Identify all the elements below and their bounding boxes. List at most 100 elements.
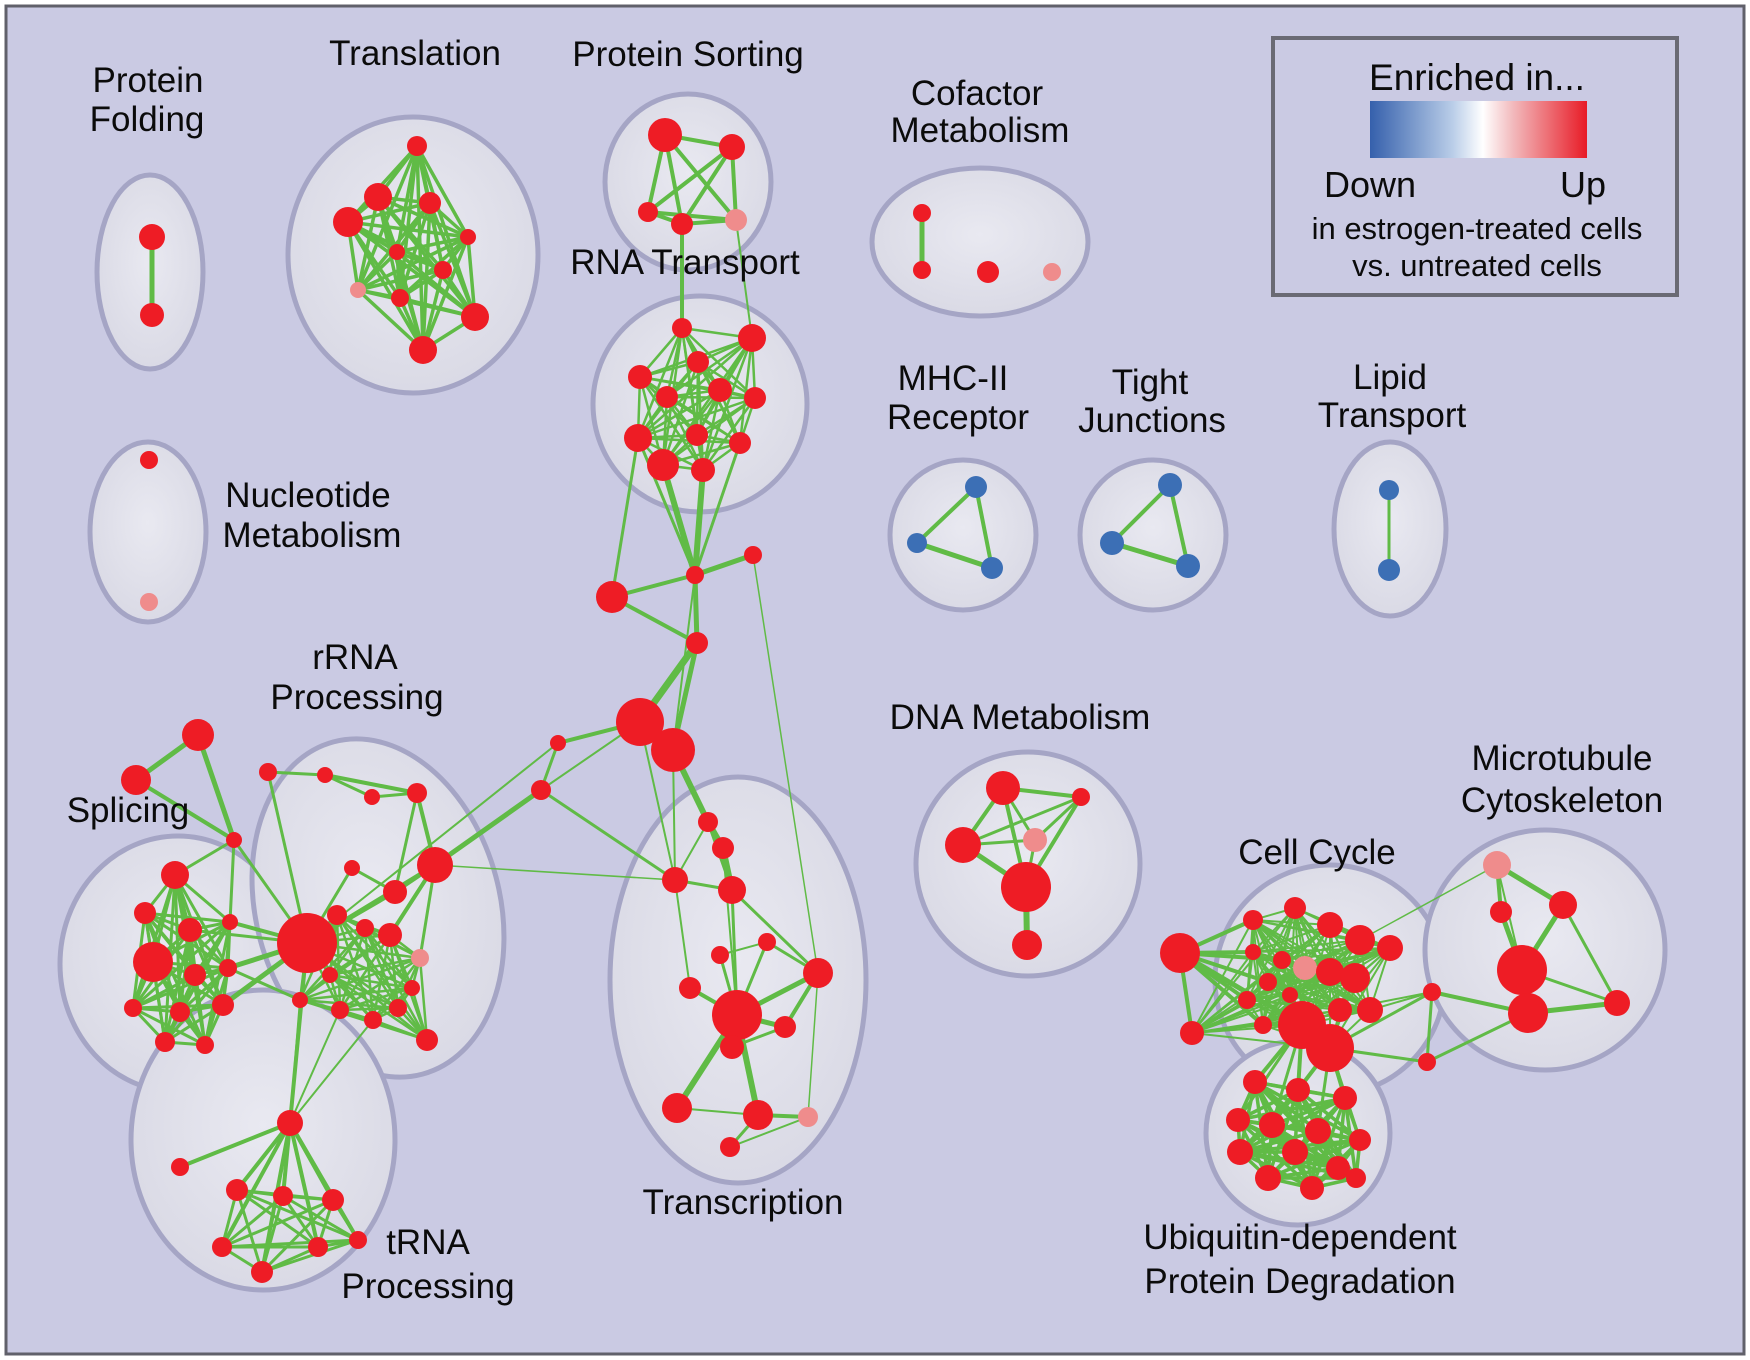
network-node-ch3	[686, 632, 708, 654]
network-node-rt6	[656, 386, 678, 408]
network-edge	[680, 326, 757, 400]
network-edge	[131, 873, 177, 1010]
network-node-j3	[1176, 554, 1200, 578]
network-node-tx3	[662, 867, 688, 893]
network-node-sp6	[219, 959, 237, 977]
network-node-l2	[1378, 559, 1400, 581]
network-node-ub2	[1286, 1078, 1310, 1102]
network-edge	[1425, 990, 1434, 1064]
cluster-label-microtubule-cytoskeleton: Cytoskeleton	[1461, 781, 1663, 820]
legend: Enriched in... Down Up in estrogen-treat…	[1271, 36, 1679, 297]
network-node-tn4	[212, 1237, 232, 1257]
network-node-rr1	[327, 905, 347, 925]
cluster-label-microtubule-cytoskeleton: Microtubule	[1472, 739, 1653, 778]
network-node-cc6	[1245, 944, 1261, 960]
network-node-rt9	[686, 424, 708, 446]
network-node-tx1	[698, 812, 718, 832]
cluster-label-rrna-processing: rRNA	[312, 638, 398, 677]
network-node-rt7	[744, 387, 766, 409]
cluster-label-translation: Translation	[329, 34, 501, 73]
network-node-tr8	[350, 282, 366, 298]
network-node-mtB	[1497, 945, 1547, 995]
network-node-ub3	[1333, 1086, 1357, 1110]
network-node-j2	[1100, 531, 1124, 555]
network-edge	[346, 220, 470, 239]
cluster-label-cofactor-metabolism: Metabolism	[891, 111, 1070, 150]
network-node-mtC	[1508, 993, 1548, 1033]
network-edge	[356, 288, 425, 352]
network-node-sp5	[184, 964, 206, 986]
cluster-bubble-nucleotide-metabolism	[87, 439, 209, 625]
network-edge	[328, 973, 400, 1010]
network-edge	[638, 375, 705, 472]
network-edge	[395, 250, 477, 319]
network-node-dm3	[1072, 788, 1090, 806]
network-node-n2	[140, 593, 158, 611]
cluster-label-dna-metabolism: DNA Metabolism	[890, 698, 1151, 737]
network-node-cc7	[1273, 951, 1291, 969]
network-edge	[288, 1121, 320, 1249]
cluster-label-mhc-ii-receptor: Receptor	[887, 398, 1029, 437]
network-node-mt1	[1549, 891, 1577, 919]
network-node-rr4	[411, 949, 429, 967]
network-edge	[289, 1009, 341, 1124]
network-edge	[663, 133, 738, 222]
network-edge	[178, 1121, 292, 1169]
network-node-tx11	[720, 1035, 744, 1059]
network-node-rr3	[378, 923, 402, 947]
network-edge	[195, 732, 237, 843]
network-edge	[646, 145, 734, 214]
network-edge	[173, 873, 230, 970]
network-node-rt2	[738, 324, 766, 352]
network-node-rr2	[356, 919, 374, 937]
legend-note-line2: vs. untreated cells	[1352, 248, 1602, 283]
cluster-label-tight-junctions: Junctions	[1078, 401, 1226, 440]
cluster-bubble-microtubule-cytoskeleton	[1422, 827, 1668, 1073]
cluster-label-protein-sorting: Protein Sorting	[572, 35, 804, 74]
cluster-label-nucleotide-metabolism: Metabolism	[223, 516, 402, 555]
legend-up-label: Up	[1560, 164, 1606, 205]
network-edge	[1236, 1096, 1347, 1122]
network-node-rt12	[691, 458, 715, 482]
network-node-rrt4	[344, 860, 360, 876]
network-node-tx4	[718, 876, 746, 904]
network-node-tr11	[409, 336, 437, 364]
network-node-tr3	[419, 192, 441, 214]
network-node-tx8	[679, 977, 701, 999]
network-edge	[661, 396, 757, 467]
network-edge	[1191, 981, 1269, 1034]
network-node-tt1	[182, 719, 214, 751]
network-node-ub4	[1226, 1108, 1250, 1132]
network-node-sp12	[161, 861, 189, 889]
network-node-cc3	[1317, 912, 1343, 938]
network-node-ub8	[1227, 1139, 1253, 1165]
network-edge	[1339, 991, 1433, 1011]
network-edge	[328, 956, 422, 977]
network-edge	[163, 1003, 225, 1044]
network-edge	[1267, 981, 1371, 1011]
network-node-dm5	[1001, 862, 1051, 912]
network-edge	[722, 847, 738, 1016]
network-node-ub6	[1305, 1118, 1331, 1144]
network-edge	[289, 1019, 374, 1124]
network-edge	[323, 773, 419, 795]
network-node-sp1	[134, 902, 156, 924]
network-node-mt3	[1423, 983, 1441, 1001]
network-node-sp3	[222, 914, 238, 930]
network-node-rrBig	[417, 847, 453, 883]
network-edge	[393, 791, 419, 894]
network-node-n1	[140, 451, 158, 469]
network-node-ps2	[719, 134, 745, 160]
network-edge	[692, 572, 700, 646]
network-edge	[735, 219, 753, 339]
network-edge	[288, 1121, 360, 1242]
network-node-rrHub	[277, 913, 337, 973]
network-node-rrc	[259, 763, 277, 781]
network-node-ub10	[1326, 1156, 1350, 1180]
network-edge	[281, 1194, 360, 1242]
network-edge	[203, 920, 232, 1047]
network-edge	[1246, 971, 1331, 1001]
network-node-ub5	[1259, 1112, 1285, 1138]
network-edge	[636, 396, 757, 440]
